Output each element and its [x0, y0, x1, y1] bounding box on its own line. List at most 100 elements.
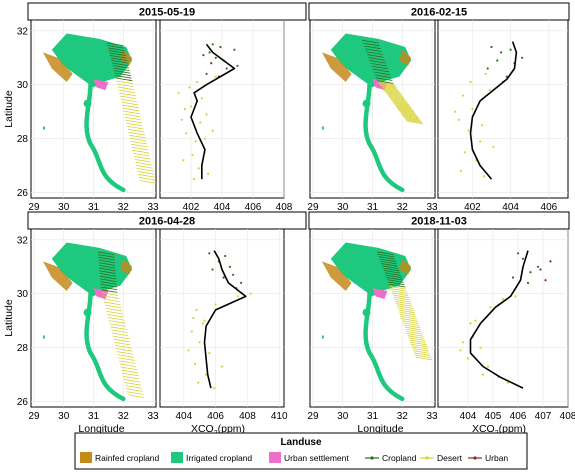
rainfed-cropland-east [399, 258, 412, 275]
xco2-point-urban [549, 260, 552, 263]
xco2-point-desert [480, 124, 484, 127]
desert-track-segment [382, 87, 399, 91]
cropland-track-segment [100, 281, 117, 285]
xco2-tick-label: 404 [460, 411, 477, 422]
lat-tick-label: 30 [17, 80, 29, 91]
nile-delta-irrigated [51, 242, 133, 297]
xco2-tick-label: 408 [239, 411, 256, 422]
legend-marker-desert_track [425, 456, 429, 460]
xco2-point-desert [454, 110, 457, 113]
xco2-point-desert [481, 373, 485, 376]
cropland-track-segment [373, 71, 391, 76]
desert-track-segment [116, 351, 134, 355]
desert-track-segment [112, 335, 130, 340]
xco2-point-desert [469, 322, 472, 325]
cropland-track-segment [100, 283, 117, 288]
cropland-track-segment [110, 55, 127, 59]
desert-track-segment [396, 106, 413, 110]
desert-track-segment [406, 120, 424, 125]
desert-track-segment [122, 375, 140, 380]
longitude-tick-label: 30 [337, 202, 349, 213]
xco2-point-desert [471, 107, 474, 111]
longitude-tick-label: 32 [397, 202, 409, 213]
lat-tick-label: 30 [17, 289, 29, 300]
desert-track-segment [393, 296, 411, 301]
cropland-track-segment [109, 52, 126, 57]
xco2-point-desert [457, 118, 461, 121]
desert-track-segment [122, 107, 140, 112]
rainfed-cropland-west [321, 261, 352, 291]
cropland-track-segment [380, 260, 397, 265]
xco2-point-cropland [205, 72, 208, 75]
cropland-track-segment [106, 42, 124, 47]
cropland-track-segment [376, 251, 394, 256]
xco2-point-cropland [208, 51, 211, 54]
desert-track-segment [123, 110, 140, 115]
desert-track-segment [118, 360, 136, 364]
xco2-point-desert [197, 167, 200, 170]
cropland-track-segment [362, 39, 379, 44]
legend-label: Urban [485, 453, 508, 463]
xco2-point-desert [479, 346, 482, 349]
desert-track-segment [111, 329, 128, 333]
xco2-point-cropland [240, 281, 243, 284]
desert-track-segment [119, 363, 137, 368]
oasis-irrigated [42, 126, 45, 130]
desert-track-segment [399, 313, 417, 318]
xco2-mean-line [469, 250, 529, 389]
desert-track-segment [120, 366, 138, 371]
desert-track-segment [104, 304, 122, 309]
desert-track-segment [117, 354, 134, 358]
desert-track-segment [121, 369, 138, 374]
desert-track-segment [395, 301, 412, 305]
xco2-point-urban [210, 62, 213, 65]
desert-track-segment [121, 101, 138, 106]
desert-track-segment [125, 119, 143, 124]
xco2-point-desert [469, 80, 472, 84]
xco2-point-desert [506, 381, 510, 384]
desert-track-segment [410, 341, 427, 346]
xco2-point-desert [211, 129, 214, 132]
cropland-track-segment [115, 77, 133, 82]
xco2-point-desert [488, 89, 491, 92]
desert-track-segment [137, 171, 154, 175]
cropland-track-segment [375, 77, 393, 81]
cropland-track-segment [366, 51, 383, 55]
xco2-point-cropland [526, 281, 530, 284]
lat-tick-label: 26 [17, 397, 29, 408]
desert-track-segment [410, 343, 428, 348]
cropland-track-segment [100, 286, 118, 291]
xco2-point-desert [196, 80, 199, 84]
legend-swatch-urban_settlement [269, 452, 281, 463]
latitude-axis-label: Latitude [3, 299, 15, 337]
xco2-point-desert [199, 121, 202, 124]
cropland-track-segment [98, 256, 115, 261]
xco2-point-desert [191, 153, 194, 156]
cropland-track-segment [382, 267, 400, 272]
xco2-point-desert [198, 341, 201, 344]
desert-track-segment [136, 165, 153, 169]
desert-track-segment [390, 99, 408, 103]
desert-track-segment [115, 348, 133, 352]
xco2-point-desert [501, 298, 505, 301]
oasis-irrigated [42, 335, 45, 339]
desert-track-segment [113, 338, 130, 343]
desert-track-segment [109, 323, 127, 327]
xco2-point-desert [461, 94, 464, 97]
desert-track-segment [390, 288, 407, 292]
desert-track-segment [415, 356, 433, 361]
xco2-point-desert [190, 330, 193, 333]
desert-track-segment [383, 89, 401, 94]
rainfed-cropland-west [321, 52, 352, 82]
desert-track-segment [395, 105, 412, 109]
desert-track-segment [106, 310, 123, 315]
desert-track-segment [128, 131, 145, 136]
desert-track-segment [390, 98, 407, 102]
desert-track-segment [130, 140, 147, 145]
legend-label: Desert [437, 453, 463, 463]
xco2-tick-label: 406 [245, 202, 262, 213]
desert-track-segment [103, 298, 120, 303]
cropland-track-segment [383, 270, 401, 274]
desert-track-segment [120, 98, 138, 103]
xco2-point-urban [539, 268, 542, 271]
